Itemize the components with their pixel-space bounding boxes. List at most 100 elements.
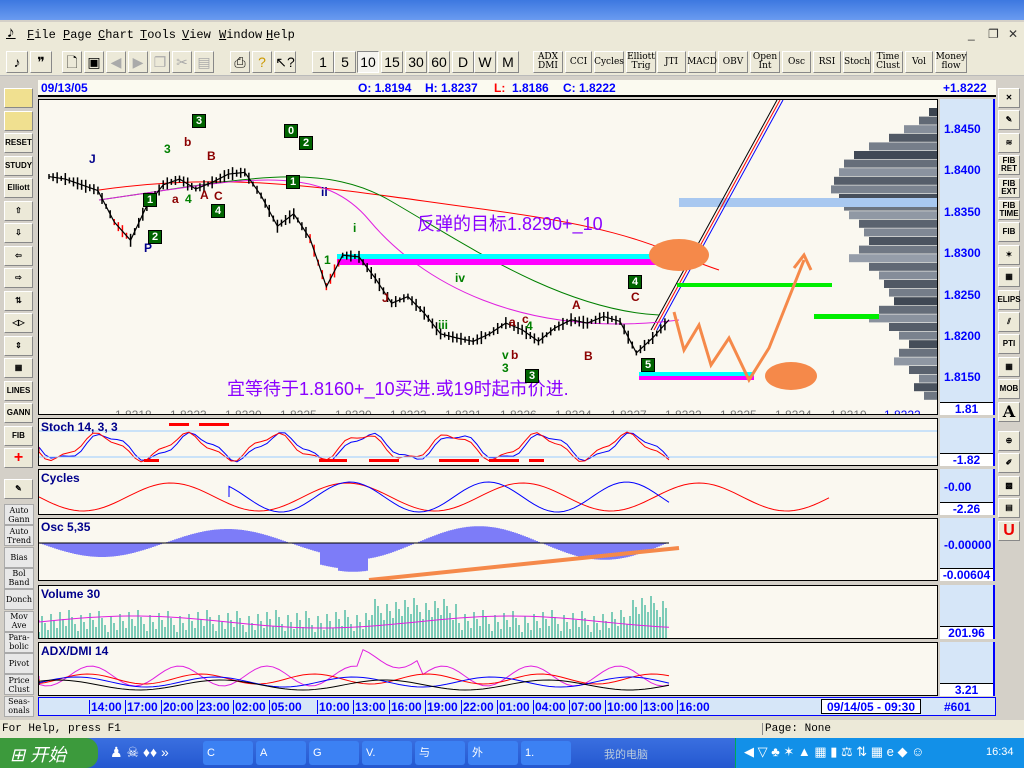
menu-view[interactable]: View [182, 28, 211, 42]
study-autotrend[interactable]: Auto Trend [4, 525, 34, 547]
compress-bars-icon[interactable]: ⇅ [4, 290, 33, 311]
study-priceclust[interactable]: Price Clust [4, 674, 34, 696]
taskbar-task[interactable]: 1. [521, 741, 571, 765]
menu-window[interactable]: Window [219, 28, 263, 42]
indicator-button-open-int[interactable]: Open Int [750, 51, 780, 73]
indicator-axis[interactable]: 201.96 [940, 585, 995, 639]
print-icon[interactable]: ⎙ [230, 51, 250, 73]
taskbar-task[interactable]: A [256, 741, 306, 765]
indicator-button-cycles[interactable]: Cycles [594, 51, 624, 73]
indicator-button-osc[interactable]: Osc [782, 51, 811, 73]
indicator-pane-1[interactable]: Cycles [38, 469, 938, 515]
pattern-icon[interactable]: ▩ [998, 475, 1020, 496]
study-autogann[interactable]: Auto Gann [4, 504, 34, 525]
fan-icon[interactable]: ✶ [998, 244, 1020, 265]
close-button[interactable]: ✕ [1008, 27, 1019, 41]
ellipse-tool[interactable]: ELIPS [997, 289, 1021, 310]
tray-icons[interactable]: ◀ ▽ ♣ ✶ ▲ ▦ ▮ ⚖ ⇅ ▦ e ◆ ☺ [744, 744, 925, 759]
indicator-axis[interactable]: -1.82 [940, 418, 995, 466]
arrow-up-icon[interactable]: ⇧ [4, 200, 33, 221]
help-icon[interactable]: ? [252, 51, 272, 73]
fib-time-tool[interactable]: FIB TIME [998, 200, 1020, 220]
indicator-button-adx-dmi[interactable]: ADX DMI [533, 51, 563, 73]
pti-tool[interactable]: PTI [998, 334, 1020, 355]
study-parabolic[interactable]: Para-bolic [4, 631, 34, 653]
expand-vertical-icon[interactable]: ⇕ [4, 335, 33, 356]
indicator-axis[interactable]: 3.21 [940, 642, 995, 696]
forward-icon[interactable]: ▶ [128, 51, 148, 73]
start-button[interactable]: ⊞ 开始 [0, 738, 98, 768]
notes-icon[interactable]: ✎ [4, 478, 33, 499]
open-folder-icon[interactable] [4, 88, 33, 108]
fib-extension-tool[interactable]: FIB EXT [998, 177, 1020, 198]
copy-icon[interactable]: ❐ [150, 51, 170, 73]
indicator-pane-4[interactable]: ADX/DMI 14 [38, 642, 938, 696]
indicator-button-rsi[interactable]: RSI [813, 51, 841, 73]
mob-tool[interactable]: MOB [998, 379, 1020, 400]
indicator-button-cci[interactable]: CCI [565, 51, 592, 73]
context-help-icon[interactable]: ↖? [274, 51, 296, 73]
menu-tools[interactable]: Tools [140, 28, 177, 42]
app-note-icon[interactable]: ♪ [6, 51, 28, 73]
study-pivot[interactable]: Pivot [4, 653, 34, 675]
gann-tool[interactable]: GANN [4, 403, 33, 423]
document-icon[interactable]: ▤ [998, 498, 1020, 519]
cross-cursor-icon[interactable]: ✕ [998, 88, 1020, 108]
fib-tool[interactable]: FIB [4, 425, 33, 446]
quote-icon[interactable]: ❞ [30, 51, 52, 73]
study-bias[interactable]: Bias [4, 546, 34, 568]
indicator-pane-3[interactable]: Volume 30 [38, 585, 938, 639]
period-button-D[interactable]: D [452, 51, 474, 73]
taskbar-task[interactable]: 与 [415, 741, 465, 765]
expand-horizontal-icon[interactable]: ◁▷ [4, 313, 33, 333]
quicklaunch-icons[interactable]: ♟ ☠ ♦♦ » [110, 744, 169, 760]
indicator-button-obv[interactable]: OBV [718, 51, 748, 73]
eraser-icon[interactable]: ✐ [998, 453, 1020, 474]
scales-icon[interactable] [4, 110, 33, 131]
period-button-10[interactable]: 10 [357, 51, 379, 73]
study-button[interactable]: STUDY [4, 155, 33, 176]
arrow-left-icon[interactable]: ⇦ [4, 245, 33, 266]
taskbar-task[interactable]: G [309, 741, 359, 765]
period-button-M[interactable]: M [497, 51, 519, 73]
indicator-pane-2[interactable]: Osc 5,35 [38, 518, 938, 581]
elliott-button[interactable]: Elliott [4, 178, 33, 198]
paste-icon[interactable]: ▤ [194, 51, 214, 73]
indicator-button-jti[interactable]: JTI [657, 51, 686, 73]
fib-retracement-tool[interactable]: FIB RET [998, 155, 1020, 176]
arrow-down-icon[interactable]: ⇩ [4, 223, 33, 243]
indicator-axis[interactable]: -0.00000 -0.00604 [940, 518, 995, 581]
period-button-5[interactable]: 5 [334, 51, 356, 73]
menu-page[interactable]: Page [63, 28, 92, 42]
study-bolband[interactable]: Bol Band [4, 567, 34, 589]
indicator-button-stoch[interactable]: Stoch [843, 51, 871, 73]
grid-icon[interactable]: ▦ [998, 267, 1020, 288]
period-button-30[interactable]: 30 [405, 51, 427, 73]
reset-button[interactable]: RESET [4, 133, 33, 153]
lines-tool[interactable]: LINES [4, 380, 33, 401]
price-chart-pane[interactable]: 反弹的目标1.8290+_10 宜等待于1.8160+_10买进.或19时起市价… [38, 99, 938, 415]
time-axis[interactable]: 14:00 17:00 20:00 23:00 02:00 05:00 10:00 13:00… [38, 697, 996, 716]
indicator-button-money-flow[interactable]: Money flow [935, 51, 967, 73]
taskbar-task[interactable]: V. [362, 741, 412, 765]
indicator-button-vol[interactable]: Vol [905, 51, 933, 73]
text-tool-icon[interactable]: A [998, 401, 1020, 422]
period-button-60[interactable]: 60 [428, 51, 450, 73]
period-button-1[interactable]: 1 [312, 51, 334, 73]
study-seasonals[interactable]: Seas-onals [4, 695, 34, 717]
indicator-axis[interactable]: -0.00 -2.26 [940, 469, 995, 515]
menu-chart[interactable]: Chart [98, 28, 135, 42]
restore-button[interactable]: ❐ [988, 27, 999, 41]
indicator-button-elliott-trig[interactable]: Elliott Trig [626, 51, 656, 73]
indicator-pane-0[interactable]: Stoch 14, 3, 3 [38, 418, 938, 466]
period-button-W[interactable]: W [474, 51, 496, 73]
desktop-toolbar[interactable]: 我的电脑 [604, 749, 648, 761]
cut-icon[interactable]: ✂ [172, 51, 192, 73]
menu-file[interactable]: File [27, 28, 56, 42]
period-button-15[interactable]: 15 [381, 51, 403, 73]
magnet-icon[interactable]: U [998, 520, 1020, 541]
study-donch[interactable]: Donch [4, 589, 34, 611]
menu-help[interactable]: Help [266, 28, 295, 42]
crosshair-icon[interactable]: + [4, 448, 33, 468]
taskbar-task[interactable]: 外 [468, 741, 518, 765]
